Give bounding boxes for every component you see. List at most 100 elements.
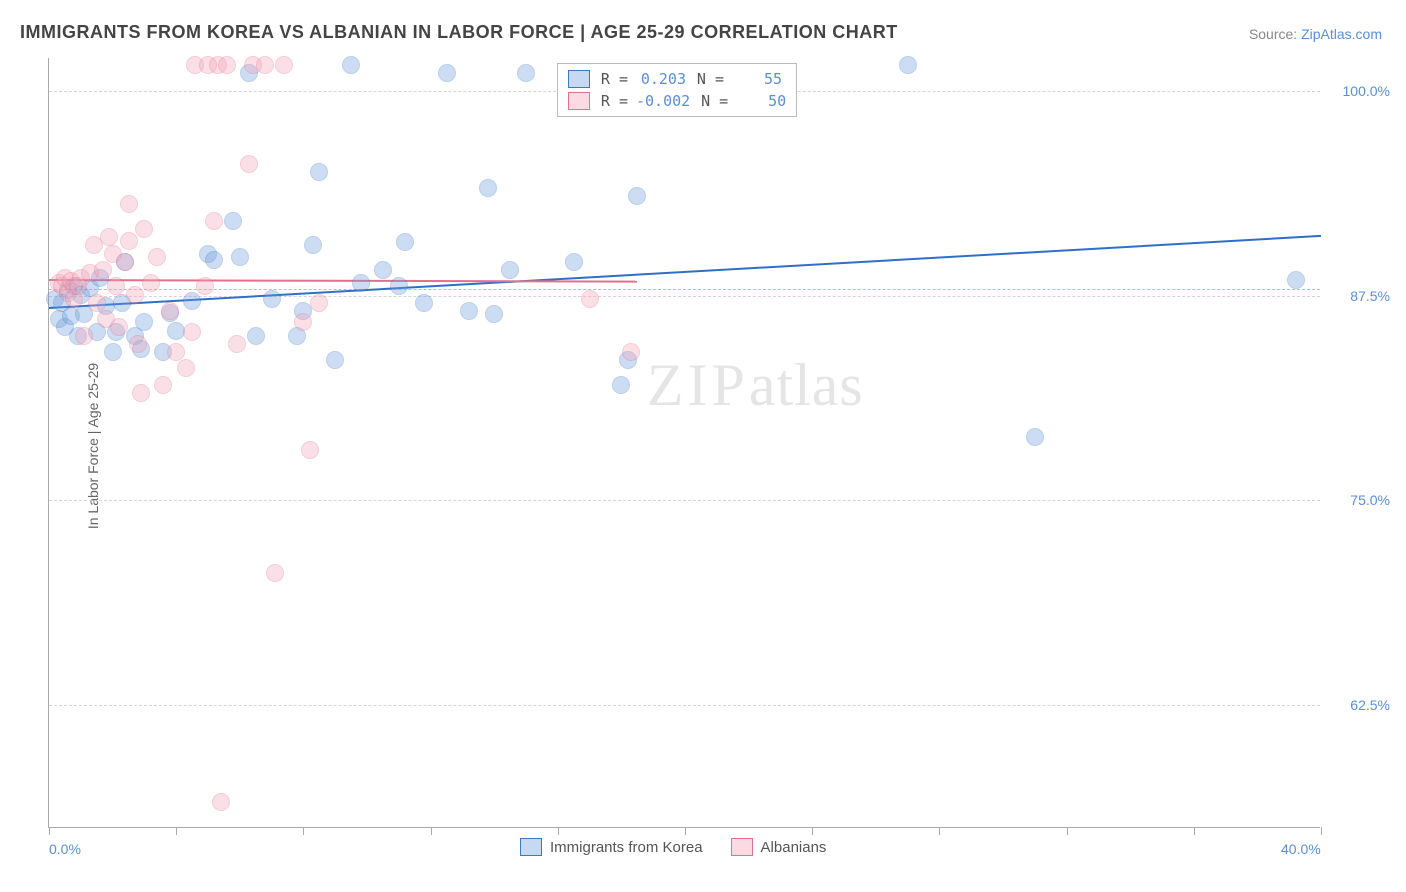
data-point [438,64,456,82]
data-point [396,233,414,251]
data-point [75,327,93,345]
legend-label: Immigrants from Korea [550,839,703,856]
source-attribution: Source: ZipAtlas.com [1249,26,1382,42]
data-point [167,343,185,361]
data-point [116,253,134,271]
plot-area: ZIPatlas 62.5%75.0%87.5%100.0%0.0%40.0% [48,58,1320,828]
stat-n-label: N = [694,70,724,88]
data-point [275,56,293,74]
data-point [390,277,408,295]
data-point [104,343,122,361]
x-tick [812,827,813,835]
stat-n-value: 50 [736,92,786,110]
data-point [581,290,599,308]
watermark: ZIPatlas [647,351,864,420]
series-swatch [731,838,753,856]
series-swatch [568,92,590,110]
data-point [565,253,583,271]
data-point [129,335,147,353]
data-point [142,274,160,292]
data-point [1026,428,1044,446]
data-point [310,163,328,181]
data-point [161,302,179,320]
data-point [294,313,312,331]
data-point [485,305,503,323]
legend-item: Immigrants from Korea [520,838,703,856]
chart-title: IMMIGRANTS FROM KOREA VS ALBANIAN IN LAB… [20,22,898,43]
trend-line [49,235,1321,309]
data-point [301,441,319,459]
data-point [460,302,478,320]
data-point [266,564,284,582]
x-tick [303,827,304,835]
x-tick-label: 0.0% [49,841,81,857]
data-point [154,376,172,394]
x-tick [431,827,432,835]
y-tick-label: 87.5% [1330,288,1390,304]
stat-r-label: R = [598,70,628,88]
source-prefix: Source: [1249,26,1301,42]
legend-label: Albanians [761,839,827,856]
data-point [196,277,214,295]
y-tick-label: 100.0% [1330,83,1390,99]
stats-row: R =-0.002N =50 [568,90,786,112]
data-point [240,155,258,173]
data-point [100,228,118,246]
data-point [501,261,519,279]
data-point [120,232,138,250]
data-point [94,261,112,279]
x-tick [49,827,50,835]
gridline [49,705,1320,706]
gridline [49,500,1320,501]
watermark-atlas: atlas [749,352,864,418]
y-tick-label: 62.5% [1330,697,1390,713]
legend-item: Albanians [731,838,827,856]
data-point [628,187,646,205]
x-tick [1321,827,1322,835]
data-point [263,290,281,308]
data-point [126,286,144,304]
data-point [183,323,201,341]
data-point [479,179,497,197]
data-point [517,64,535,82]
data-point [205,212,223,230]
data-point [228,335,246,353]
data-point [212,793,230,811]
y-tick-label: 75.0% [1330,492,1390,508]
watermark-zip: ZIP [647,352,749,418]
data-point [88,294,106,312]
data-point [352,274,370,292]
data-point [342,56,360,74]
stat-r-label: R = [598,92,628,110]
data-point [110,318,128,336]
data-point [326,351,344,369]
data-point [374,261,392,279]
data-point [256,56,274,74]
data-point [135,220,153,238]
data-point [612,376,630,394]
trend-line [49,279,637,283]
bottom-legend: Immigrants from Korea Albanians [520,838,826,856]
data-point [132,384,150,402]
data-point [177,359,195,377]
x-tick [558,827,559,835]
data-point [107,277,125,295]
data-point [415,294,433,312]
data-point [224,212,242,230]
data-point [218,56,236,74]
data-point [148,248,166,266]
x-tick [939,827,940,835]
x-tick-label: 40.0% [1281,841,1321,857]
stat-r-value: 0.203 [636,70,686,88]
x-tick [1067,827,1068,835]
source-link[interactable]: ZipAtlas.com [1301,26,1382,42]
data-point [120,195,138,213]
data-point [1287,271,1305,289]
data-point [231,248,249,266]
data-point [310,294,328,312]
series-swatch [520,838,542,856]
data-point [135,313,153,331]
reference-line [49,289,1320,290]
stat-n-value: 55 [732,70,782,88]
series-swatch [568,70,590,88]
